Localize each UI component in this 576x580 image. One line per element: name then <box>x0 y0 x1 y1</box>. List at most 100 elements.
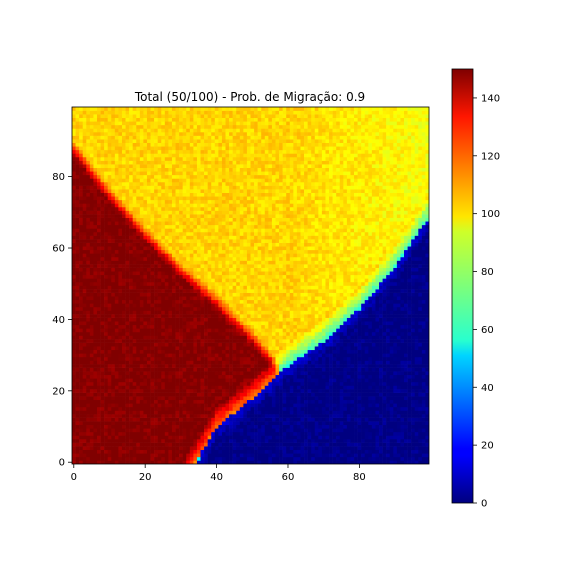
heatmap-cell <box>182 410 187 415</box>
heatmap-cell <box>146 439 151 443</box>
heatmap-cell <box>332 317 337 322</box>
heatmap-cell <box>421 374 426 379</box>
heatmap-cell <box>125 414 130 418</box>
heatmap-cell <box>218 456 223 461</box>
heatmap-cell <box>175 456 180 461</box>
heatmap-cell <box>236 456 241 461</box>
heatmap-cell <box>129 321 133 326</box>
heatmap-cell <box>214 342 219 347</box>
heatmap-cell <box>318 389 323 393</box>
heatmap-cell <box>121 460 126 464</box>
heatmap-cell <box>189 285 194 290</box>
heatmap-cell <box>346 406 351 411</box>
heatmap-cell <box>121 306 126 311</box>
heatmap-cell <box>271 292 276 297</box>
heatmap-cell <box>175 331 180 336</box>
heatmap-cell <box>204 289 208 293</box>
heatmap-cell <box>350 389 355 393</box>
heatmap-cell <box>164 360 169 365</box>
heatmap-cell <box>318 396 323 401</box>
heatmap-cell <box>314 314 319 318</box>
heatmap-cell <box>114 346 119 351</box>
heatmap-cell <box>182 456 187 461</box>
heatmap-cell <box>196 406 201 411</box>
heatmap-cell <box>418 453 423 458</box>
heatmap-cell <box>107 342 112 347</box>
heatmap-cell <box>268 392 273 397</box>
heatmap-cell <box>389 303 394 308</box>
heatmap-cell <box>368 410 373 415</box>
heatmap-cell <box>389 442 394 447</box>
heatmap-cell <box>89 435 94 440</box>
heatmap-cell <box>421 456 426 461</box>
heatmap-cell <box>146 378 151 383</box>
heatmap-cell <box>379 364 383 368</box>
heatmap-cell <box>400 403 405 408</box>
heatmap-cell <box>254 421 258 426</box>
heatmap-cell <box>289 335 294 340</box>
heatmap-cell <box>164 331 169 336</box>
heatmap-cell <box>179 381 183 386</box>
heatmap-cell <box>400 331 405 336</box>
heatmap-cell <box>304 446 308 451</box>
heatmap-cell <box>193 439 198 443</box>
heatmap-cell <box>329 421 333 426</box>
heatmap-cell <box>343 435 348 440</box>
heatmap-cell <box>300 460 305 464</box>
heatmap-cell <box>250 385 255 390</box>
heatmap-cell <box>104 399 108 404</box>
heatmap-cell <box>146 321 151 326</box>
heatmap-cell <box>93 367 98 372</box>
heatmap-cell <box>182 331 187 336</box>
heatmap-cell <box>311 317 316 322</box>
heatmap-cell <box>175 335 180 340</box>
heatmap-cell <box>321 353 326 358</box>
heatmap-cell <box>350 431 355 436</box>
heatmap-cell <box>300 367 305 372</box>
heatmap-cell <box>136 285 141 290</box>
heatmap-cell <box>300 314 305 318</box>
heatmap-cell <box>407 421 412 426</box>
heatmap-cell <box>136 406 141 411</box>
heatmap-cell <box>421 385 426 390</box>
heatmap-cell <box>150 414 155 418</box>
heatmap-cell <box>375 356 380 361</box>
heatmap-cell <box>225 460 230 464</box>
heatmap-cell <box>72 389 76 393</box>
heatmap-cell <box>204 417 208 422</box>
heatmap-cell <box>346 381 351 386</box>
heatmap-cell <box>72 449 76 454</box>
heatmap-cell <box>157 456 162 461</box>
heatmap-cell <box>268 306 273 311</box>
heatmap-cell <box>396 299 401 304</box>
heatmap-cell <box>261 399 266 404</box>
heatmap-cell <box>314 310 319 315</box>
heatmap-cell <box>364 396 369 401</box>
heatmap-cell <box>268 356 273 361</box>
heatmap-cell <box>164 306 169 311</box>
heatmap-cells <box>72 107 429 464</box>
heatmap-cell <box>79 399 84 404</box>
heatmap-cell <box>321 306 326 311</box>
heatmap-cell <box>329 349 333 354</box>
heatmap-cell <box>236 385 241 390</box>
heatmap-cell <box>311 371 316 376</box>
heatmap-cell <box>346 317 351 322</box>
heatmap-cell <box>139 421 144 426</box>
heatmap-cell <box>236 335 241 340</box>
heatmap-cell <box>211 328 216 333</box>
heatmap-cell <box>154 328 158 333</box>
heatmap-cell <box>396 328 401 333</box>
heatmap-cell <box>229 371 233 376</box>
heatmap-cell <box>150 349 155 354</box>
heatmap-cell <box>182 335 187 340</box>
heatmap-cell <box>82 367 87 372</box>
heatmap-cell <box>407 321 412 326</box>
heatmap-cell <box>325 356 330 361</box>
heatmap-cell <box>232 378 237 383</box>
heatmap-cell <box>304 356 308 361</box>
heatmap-cell <box>400 349 405 354</box>
heatmap-cell <box>400 367 405 372</box>
heatmap-cell <box>314 410 319 415</box>
heatmap-cell <box>325 435 330 440</box>
